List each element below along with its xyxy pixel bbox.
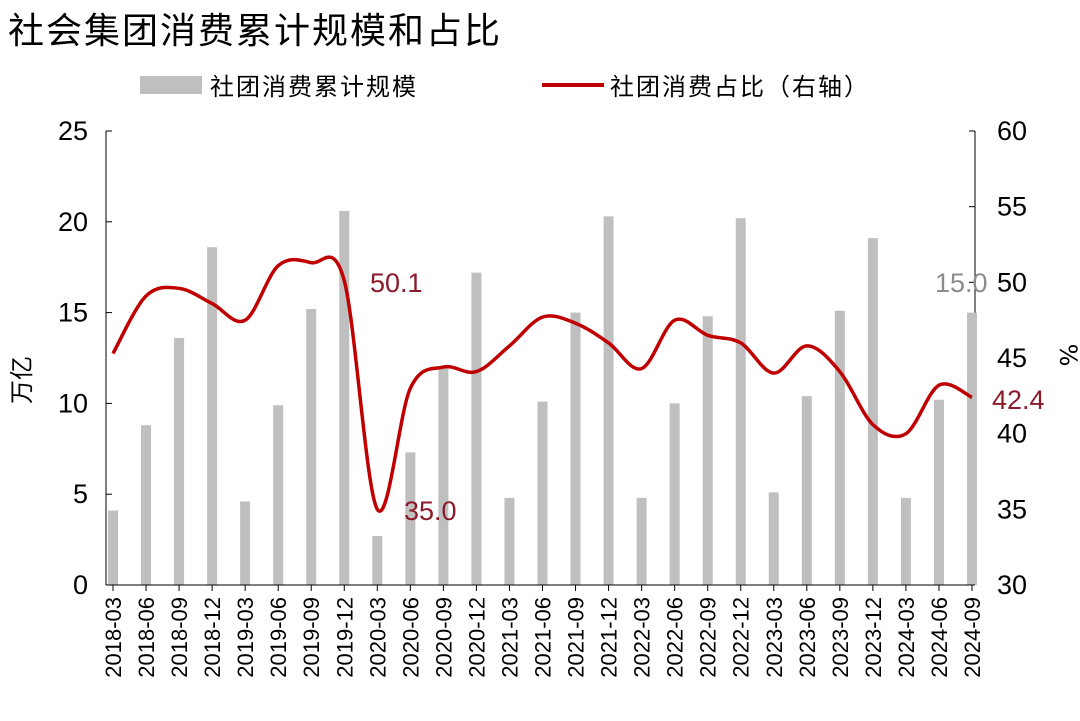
x-tick-label: 2018-06 <box>134 597 159 678</box>
right-tick-label: 55 <box>997 192 1027 222</box>
x-tick-label: 2021-12 <box>597 597 622 678</box>
x-tick-label: 2024-09 <box>960 597 985 678</box>
x-tick-label: 2019-06 <box>266 597 291 678</box>
right-tick-label: 50 <box>997 267 1027 297</box>
legend-label-bar: 社团消费累计规模 <box>210 73 418 101</box>
x-tick-label: 2021-09 <box>564 597 589 678</box>
x-tick-label: 2020-12 <box>464 597 489 678</box>
x-tick-label: 2022-12 <box>729 597 754 678</box>
bar <box>702 316 713 585</box>
bar <box>570 312 581 585</box>
x-tick-label: 2020-03 <box>365 597 390 678</box>
x-tick-label: 2023-12 <box>861 597 886 678</box>
left-tick-label: 0 <box>73 570 88 600</box>
x-tick-label: 2022-06 <box>663 597 688 678</box>
bar <box>834 310 845 585</box>
x-tick-label: 2018-03 <box>101 597 126 678</box>
bar <box>669 403 680 585</box>
bar <box>207 247 218 585</box>
x-tick-label: 2019-03 <box>233 597 258 678</box>
legend-bar-swatch <box>140 76 202 94</box>
left-tick-label: 20 <box>58 207 88 237</box>
data-label: 15.0 <box>935 268 988 298</box>
bar <box>636 497 647 585</box>
right-tick-label: 35 <box>997 494 1027 524</box>
left-tick-label: 5 <box>73 479 88 509</box>
bar <box>768 492 779 585</box>
bar <box>306 308 317 585</box>
left-tick-label: 25 <box>58 116 88 146</box>
bar <box>372 535 383 585</box>
data-label: 42.4 <box>992 385 1045 415</box>
x-tick-label: 2019-12 <box>332 597 357 678</box>
x-tick-label: 2020-09 <box>431 597 456 678</box>
bar <box>273 405 284 585</box>
right-tick-label: 30 <box>997 570 1027 600</box>
bar <box>735 218 746 585</box>
line-path <box>111 255 973 513</box>
x-tick-label: 2024-06 <box>927 597 952 678</box>
left-y-axis: 0 5 10 15 20 25 万亿 <box>8 116 112 600</box>
x-tick-label: 2019-09 <box>299 597 324 678</box>
x-tick-label: 2022-03 <box>630 597 655 678</box>
bar <box>141 425 152 585</box>
left-tick-label: 10 <box>58 388 88 418</box>
x-tick-label: 2023-03 <box>762 597 787 678</box>
left-tick-label: 15 <box>58 298 88 328</box>
bar <box>240 501 251 585</box>
bar <box>471 272 482 585</box>
bar <box>405 452 416 585</box>
bar <box>174 338 185 585</box>
chart-title: 社会集团消费累计规模和占比 <box>8 11 503 52</box>
line-series <box>111 255 973 513</box>
right-tick-label: 40 <box>997 419 1027 449</box>
x-tick-label: 2024-03 <box>894 597 919 678</box>
legend-label-line: 社团消费占比（右轴） <box>610 73 870 101</box>
right-y-axis: 30 35 40 45 50 55 60% <box>969 116 1080 600</box>
right-tick-label: 45 <box>997 343 1027 373</box>
x-tick-label: 2021-03 <box>497 597 522 678</box>
bar <box>900 497 911 585</box>
bar <box>801 396 812 585</box>
x-tick-label: 2018-12 <box>200 597 225 678</box>
x-tick-label: 2023-06 <box>795 597 820 678</box>
bar <box>537 401 548 585</box>
x-tick-label: 2020-06 <box>398 597 423 678</box>
x-tick-label: 2022-09 <box>696 597 721 678</box>
bar <box>438 367 449 585</box>
x-tick-label: 2018-09 <box>167 597 192 678</box>
annotations: 50.1 35.0 15.0 42.4 <box>370 268 1045 526</box>
bar <box>108 510 118 585</box>
bar <box>933 399 944 585</box>
right-tick-label: 60 <box>997 116 1027 146</box>
bar <box>967 312 977 585</box>
left-axis-title: 万亿 <box>8 356 36 404</box>
bar-series <box>108 210 977 586</box>
data-label: 35.0 <box>404 496 457 526</box>
bar <box>339 210 350 586</box>
bar <box>603 216 614 586</box>
bar <box>867 238 878 586</box>
x-axis: 2018-03 2018-06 2018-09 2018-12 2019-03 2019-… <box>101 584 985 678</box>
legend: 社团消费累计规模 社团消费占比（右轴） <box>140 73 870 101</box>
right-axis-title: % <box>1054 344 1080 367</box>
data-label: 50.1 <box>370 268 423 298</box>
x-tick-label: 2021-06 <box>531 597 556 678</box>
x-tick-label: 2023-09 <box>828 597 853 678</box>
bar <box>504 497 515 585</box>
